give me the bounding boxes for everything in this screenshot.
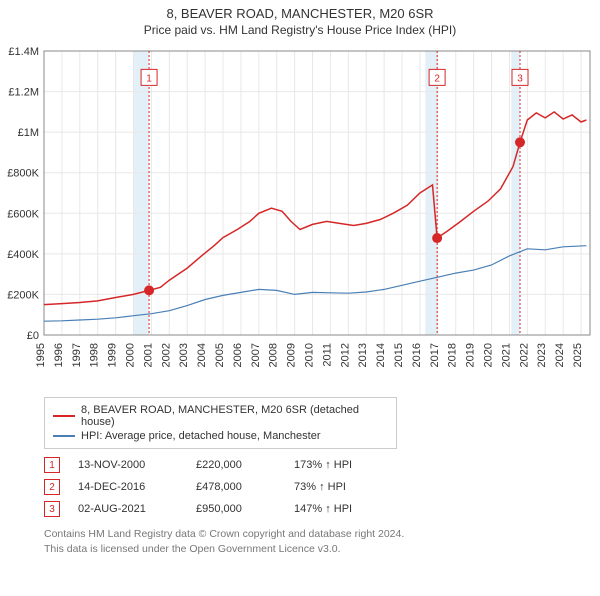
legend-label: HPI: Average price, detached house, Manc… xyxy=(81,430,321,442)
svg-text:2003: 2003 xyxy=(178,343,190,367)
transaction-row: 2 14-DEC-2016 £478,000 73% ↑ HPI xyxy=(44,479,590,495)
svg-text:2023: 2023 xyxy=(536,343,548,367)
svg-text:2001: 2001 xyxy=(142,343,154,367)
attribution: Contains HM Land Registry data © Crown c… xyxy=(44,527,590,556)
svg-text:2011: 2011 xyxy=(321,343,333,367)
svg-text:2013: 2013 xyxy=(357,343,369,367)
svg-text:£600K: £600K xyxy=(7,208,39,220)
svg-text:2005: 2005 xyxy=(214,343,226,367)
transaction-hpi: 173% ↑ HPI xyxy=(294,459,394,471)
svg-text:2021: 2021 xyxy=(500,343,512,367)
attribution-line: This data is licensed under the Open Gov… xyxy=(44,542,590,557)
svg-text:£1.4M: £1.4M xyxy=(8,46,39,58)
transaction-price: £478,000 xyxy=(196,481,276,493)
legend-item: 8, BEAVER ROAD, MANCHESTER, M20 6SR (det… xyxy=(53,404,388,428)
svg-text:1998: 1998 xyxy=(89,343,101,367)
transactions-table: 1 13-NOV-2000 £220,000 173% ↑ HPI 2 14-D… xyxy=(44,457,590,517)
transaction-marker: 3 xyxy=(44,501,60,517)
svg-text:2: 2 xyxy=(434,73,440,84)
svg-text:2010: 2010 xyxy=(304,343,316,367)
legend-swatch xyxy=(53,435,75,437)
svg-text:2020: 2020 xyxy=(483,343,495,367)
transaction-hpi: 147% ↑ HPI xyxy=(294,503,394,515)
transaction-row: 3 02-AUG-2021 £950,000 147% ↑ HPI xyxy=(44,501,590,517)
transaction-price: £220,000 xyxy=(196,459,276,471)
svg-text:£200K: £200K xyxy=(7,289,39,301)
attribution-line: Contains HM Land Registry data © Crown c… xyxy=(44,527,590,542)
svg-text:2000: 2000 xyxy=(125,343,137,367)
transaction-hpi: 73% ↑ HPI xyxy=(294,481,394,493)
svg-text:2024: 2024 xyxy=(554,343,566,367)
svg-text:2004: 2004 xyxy=(196,343,208,367)
chart-svg: £0 £200K £400K £600K £800K £1M £1.2M £1.4M 1995 1… xyxy=(0,41,600,391)
chart-subtitle: Price paid vs. HM Land Registry's House … xyxy=(0,23,600,37)
svg-text:2002: 2002 xyxy=(160,343,172,367)
svg-text:1997: 1997 xyxy=(71,343,83,367)
svg-text:3: 3 xyxy=(517,73,523,84)
svg-text:2022: 2022 xyxy=(518,343,530,367)
legend: 8, BEAVER ROAD, MANCHESTER, M20 6SR (det… xyxy=(44,397,397,449)
svg-text:2019: 2019 xyxy=(465,343,477,367)
svg-text:£1.2M: £1.2M xyxy=(8,87,39,99)
legend-swatch xyxy=(53,415,75,417)
svg-text:1: 1 xyxy=(146,73,152,84)
svg-text:2017: 2017 xyxy=(429,343,441,367)
chart-title: 8, BEAVER ROAD, MANCHESTER, M20 6SR xyxy=(0,6,600,21)
chart-area: £0 £200K £400K £600K £800K £1M £1.2M £1.4M 1995 1… xyxy=(0,41,600,391)
svg-text:2012: 2012 xyxy=(339,343,351,367)
svg-text:1995: 1995 xyxy=(35,343,47,367)
transaction-marker: 1 xyxy=(44,457,60,473)
transaction-date: 02-AUG-2021 xyxy=(78,503,178,515)
svg-text:2008: 2008 xyxy=(268,343,280,367)
svg-text:£0: £0 xyxy=(27,330,39,342)
svg-text:£800K: £800K xyxy=(7,168,39,180)
svg-text:2025: 2025 xyxy=(572,343,584,367)
legend-label: 8, BEAVER ROAD, MANCHESTER, M20 6SR (det… xyxy=(81,404,388,428)
svg-text:2016: 2016 xyxy=(411,343,423,367)
transaction-price: £950,000 xyxy=(196,503,276,515)
transaction-date: 14-DEC-2016 xyxy=(78,481,178,493)
svg-text:1999: 1999 xyxy=(107,343,119,367)
legend-item: HPI: Average price, detached house, Manc… xyxy=(53,430,388,442)
svg-text:£1M: £1M xyxy=(18,127,39,139)
svg-text:2006: 2006 xyxy=(232,343,244,367)
svg-text:£400K: £400K xyxy=(7,249,39,261)
svg-text:2009: 2009 xyxy=(286,343,298,367)
svg-text:2007: 2007 xyxy=(250,343,262,367)
transaction-row: 1 13-NOV-2000 £220,000 173% ↑ HPI xyxy=(44,457,590,473)
svg-text:2014: 2014 xyxy=(375,343,387,367)
transaction-marker: 2 xyxy=(44,479,60,495)
svg-text:1996: 1996 xyxy=(53,343,65,367)
transaction-date: 13-NOV-2000 xyxy=(78,459,178,471)
svg-text:2018: 2018 xyxy=(447,343,459,367)
svg-text:2015: 2015 xyxy=(393,343,405,367)
